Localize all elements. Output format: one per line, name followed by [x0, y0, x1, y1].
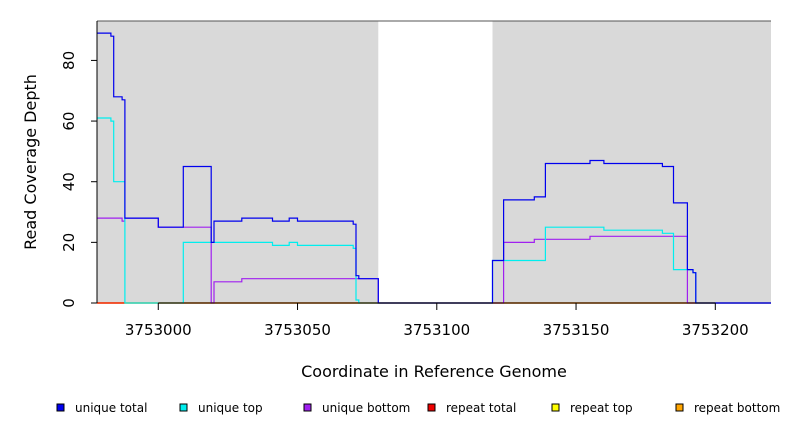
series-line-unique-total [97, 32, 771, 304]
y-tick-label: 60 [60, 112, 78, 131]
x-tick-label: 3753200 [682, 321, 749, 339]
y-axis-label: Read Coverage Depth [21, 74, 40, 250]
x-tick-label: 3753050 [264, 321, 331, 339]
legend-label-unique-bottom: unique bottom [322, 401, 410, 415]
legend-swatch-repeat-bottom [675, 403, 684, 412]
y-tick-label: 0 [60, 298, 78, 308]
legend-swatch-unique-top [179, 403, 188, 412]
y-tick-label: 80 [60, 51, 78, 70]
legend-swatch-repeat-top [551, 403, 560, 412]
x-tick-label: 3753000 [125, 321, 192, 339]
x-tick-label: 3753100 [403, 321, 470, 339]
legend-label-repeat-bottom: repeat bottom [694, 401, 780, 415]
x-axis-label: Coordinate in Reference Genome [301, 362, 567, 381]
y-tick-label: 20 [60, 233, 78, 252]
legend-label-unique-total: unique total [75, 401, 147, 415]
legend: unique total unique top unique bottom repea… [56, 401, 780, 415]
shaded-region-2 [492, 21, 771, 303]
y-tick-label: 40 [60, 172, 78, 191]
legend-swatch-unique-bottom [303, 403, 312, 412]
legend-swatch-repeat-total [427, 403, 436, 412]
legend-swatch-unique-total [56, 403, 65, 412]
axes: 0 20 40 60 80 3753000 3753050 3753100 3753150 375… [60, 21, 749, 339]
x-tick-label: 3753150 [543, 321, 610, 339]
shaded-region-1 [97, 21, 379, 303]
legend-label-unique-top: unique top [198, 401, 263, 415]
legend-label-repeat-top: repeat top [570, 401, 633, 415]
plot-background [97, 20, 771, 303]
legend-label-repeat-total: repeat total [446, 401, 516, 415]
